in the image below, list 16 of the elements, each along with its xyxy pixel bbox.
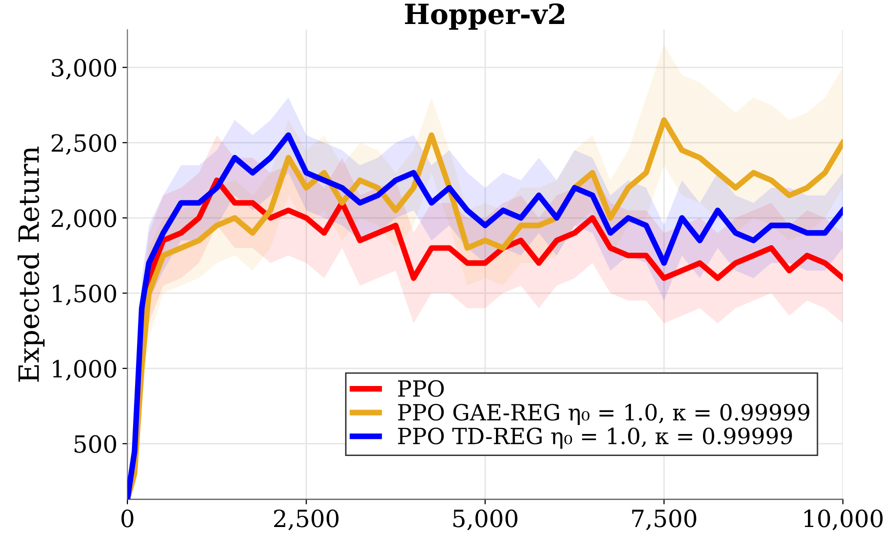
y-tick-label: 1,500 xyxy=(52,284,116,306)
x-tick-label: 5,000 xyxy=(453,509,518,530)
x-tick-label: 0 xyxy=(121,509,134,528)
x-tick-label: 7,500 xyxy=(632,509,696,530)
chart-title: Hopper-v2 xyxy=(404,3,564,30)
legend-label: PPO xyxy=(398,380,444,397)
legend-label: PPO GAE-REG η₀ = 1.0, κ = 0.99999 xyxy=(398,404,810,425)
x-tick-label: 2,500 xyxy=(274,509,339,530)
y-tick-label: 3,000 xyxy=(52,58,116,80)
y-tick-label: 2,500 xyxy=(52,134,116,155)
x-tick-label: 10,000 xyxy=(804,509,883,530)
y-tick-label: 500 xyxy=(74,435,116,453)
y-axis-title: Expected Return xyxy=(18,146,45,382)
y-tick-label: 2,000 xyxy=(52,209,116,230)
y-tick-label: 1,000 xyxy=(52,360,116,381)
legend-label: PPO TD-REG η₀ = 1.0, κ = 0.99999 xyxy=(398,428,792,449)
